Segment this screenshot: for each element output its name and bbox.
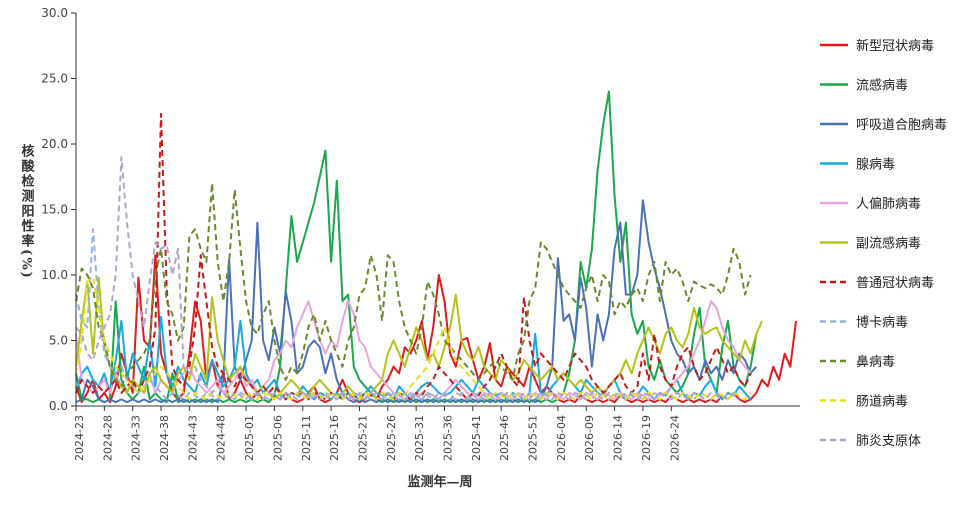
legend-item: 普通冠状病毒 [820,276,934,291]
x-tick-label: 2024-33 [130,415,143,461]
x-tick-label: 2025-11 [300,415,313,461]
series-line-1 [75,90,758,404]
x-tick-label: 2025-26 [385,415,398,461]
x-tick-label: 2025-16 [328,415,341,461]
x-tick-label: 2025-36 [442,415,455,461]
series-line-9 [75,276,752,401]
y-tick-label: 15.0 [41,203,68,217]
x-tick-label: 2025-51 [527,415,540,461]
legend-label: 副流感病毒 [856,236,921,252]
legend-item: 副流感病毒 [820,236,921,252]
x-tick-label: 2024-23 [73,415,86,461]
x-tick-label: 2026-19 [640,415,653,461]
legend-label: 肠道病毒 [856,395,908,410]
legend-label: 肺炎支原体 [856,434,921,449]
y-tick-label: 20.0 [41,137,68,151]
x-ticks: 2024-23 2024-28 2024-33 2024-38 2024-43 2024-… [73,406,681,461]
legend-label: 流感病毒 [856,78,908,94]
x-tick-label: 2025-46 [498,415,511,461]
legend-label: 博卡病毒 [856,316,908,331]
x-tick-label: 2024-38 [158,415,171,461]
legend-item: 肠道病毒 [820,395,908,410]
series-line-5 [75,276,763,401]
x-axis-title: 监测年—周 [407,474,472,490]
legend-label: 普通冠状病毒 [856,276,934,291]
series-line-8 [75,182,752,388]
x-tick-label: 2026-04 [555,415,568,461]
legend-label: 腺病毒 [856,158,895,173]
x-tick-label: 2025-21 [356,415,369,461]
x-tick-label: 2025-31 [413,415,426,461]
x-tick-label: 2024-28 [101,415,114,461]
legend-label: 新型冠状病毒 [856,38,934,54]
x-tick-label: 2024-48 [215,415,228,461]
plot-lines [75,90,797,404]
x-tick-label: 2026-24 [668,415,681,461]
y-tick-label: 25.0 [41,72,68,86]
legend-item: 腺病毒 [820,158,895,173]
legend-item: 人偏肺病毒 [820,197,921,212]
legend-item: 流感病毒 [820,78,908,94]
series-line-10 [75,156,740,401]
x-tick-label: 2025-41 [470,415,483,461]
legend-item: 新型冠状病毒 [820,38,934,54]
legend-label: 鼻病毒 [856,354,895,370]
y-tick-label: 30.0 [41,6,68,20]
x-tick-label: 2026-14 [612,415,625,461]
x-tick-label: 2024-43 [186,415,199,461]
x-tick-label: 2026-09 [583,415,596,461]
y-axis-title: 核酸检测阳性率(%) [19,144,35,280]
y-ticks: 0.0 5.0 10.0 15.0 20.0 25.0 30.0 [41,6,76,413]
legend-item: 肺炎支原体 [820,434,921,449]
legend: 新型冠状病毒流感病毒呼吸道合胞病毒腺病毒人偏肺病毒副流感病毒普通冠状病毒博卡病毒… [820,38,947,449]
y-tick-label: 0.0 [49,399,68,413]
legend-item: 博卡病毒 [820,316,908,331]
legend-label: 呼吸道合胞病毒 [856,118,947,133]
series-line-6 [75,112,752,401]
legend-item: 呼吸道合胞病毒 [820,118,947,133]
legend-item: 鼻病毒 [820,354,895,370]
y-tick-label: 5.0 [49,334,68,348]
legend-label: 人偏肺病毒 [856,197,921,212]
y-tick-label: 10.0 [41,268,68,282]
x-tick-label: 2025-06 [271,415,284,461]
x-tick-label: 2025-01 [243,415,256,461]
